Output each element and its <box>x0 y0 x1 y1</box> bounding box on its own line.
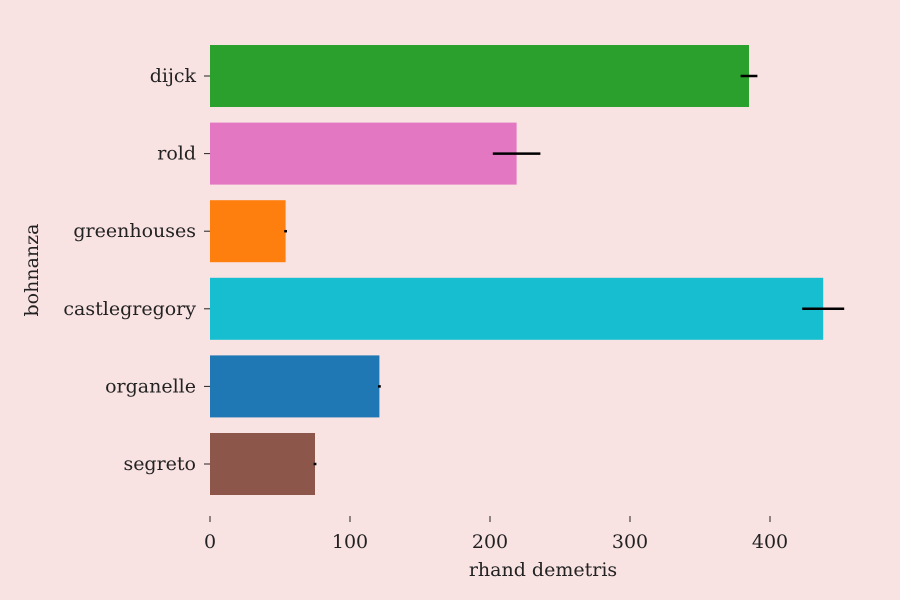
x-tick-label-100: 100 <box>332 531 368 553</box>
x-tick-label-400: 400 <box>752 531 788 553</box>
x-tick-label-200: 200 <box>472 531 508 553</box>
bar-rold <box>210 122 517 185</box>
bars-group <box>210 45 824 495</box>
error-bars-group <box>284 74 845 466</box>
bar-dijck <box>210 45 749 107</box>
y-axis-title: bohnanza <box>21 224 43 317</box>
bar-organelle <box>210 355 380 418</box>
y-tick-label-rold: rold <box>157 143 196 165</box>
x-axis: 0 100 200 300 400 <box>204 516 788 553</box>
y-tick-label-greenhouses: greenhouses <box>73 220 196 242</box>
x-tick-label-0: 0 <box>204 531 216 553</box>
bar-castlegregory <box>210 277 824 340</box>
y-tick-label-dijck: dijck <box>150 65 197 87</box>
y-tick-label-castlegregory: castlegregory <box>63 298 196 320</box>
y-tick-label-segreto: segreto <box>123 453 196 475</box>
bar-greenhouses <box>210 200 286 263</box>
y-axis: dijck rold greenhouses castlegregory organel… <box>63 65 210 475</box>
y-tick-label-organelle: organelle <box>105 375 196 397</box>
x-tick-label-300: 300 <box>612 531 648 553</box>
x-axis-title: rhand demetris <box>469 559 617 581</box>
bar-segreto <box>210 433 315 495</box>
